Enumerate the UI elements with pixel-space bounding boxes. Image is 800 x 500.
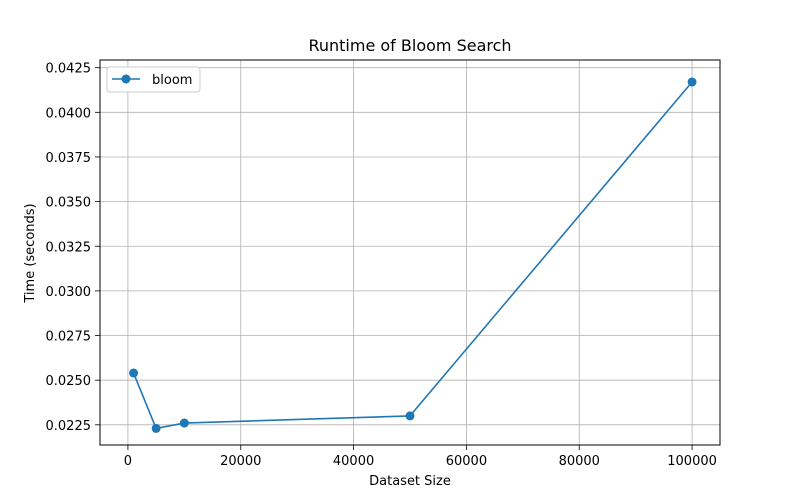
- data-point: [405, 411, 415, 421]
- legend-marker-swatch: [121, 74, 131, 84]
- x-tick-label: 40000: [333, 454, 374, 469]
- legend-label: bloom: [152, 73, 192, 88]
- grid-lines: [100, 60, 720, 445]
- y-tick-label: 0.0225: [46, 419, 92, 434]
- series-layer: [129, 77, 697, 433]
- data-point: [687, 77, 697, 87]
- chart-title: Runtime of Bloom Search: [308, 36, 511, 55]
- legend: bloom: [106, 66, 201, 93]
- y-tick-label: 0.0300: [46, 285, 92, 300]
- data-point: [151, 423, 161, 433]
- data-point: [129, 368, 139, 378]
- y-axis-ticks: 0.0225 0.0250 0.0275 0.0300 0.0325 0.0350 0.03…: [46, 62, 100, 434]
- y-tick-label: 0.0250: [46, 374, 92, 389]
- x-axis-label: Dataset Size: [369, 474, 451, 489]
- plot-frame: [99, 59, 721, 446]
- x-axis-ticks: 0 20000 40000 60000 80000 100000: [124, 445, 717, 469]
- x-tick-label: 60000: [446, 454, 487, 469]
- y-tick-label: 0.0425: [46, 62, 92, 77]
- y-axis-label: Time (seconds): [23, 203, 38, 303]
- y-tick-label: 0.0325: [46, 240, 92, 255]
- x-tick-label: 100000: [667, 454, 717, 469]
- y-tick-label: 0.0350: [46, 196, 92, 211]
- x-tick-label: 20000: [220, 454, 261, 469]
- y-tick-label: 0.0400: [46, 106, 92, 121]
- data-point: [179, 418, 189, 428]
- x-tick-label: 80000: [559, 454, 600, 469]
- legend-box: [106, 66, 201, 93]
- x-tick-label: 0: [124, 454, 132, 469]
- y-tick-label: 0.0275: [46, 330, 92, 345]
- y-tick-label: 0.0375: [46, 151, 92, 166]
